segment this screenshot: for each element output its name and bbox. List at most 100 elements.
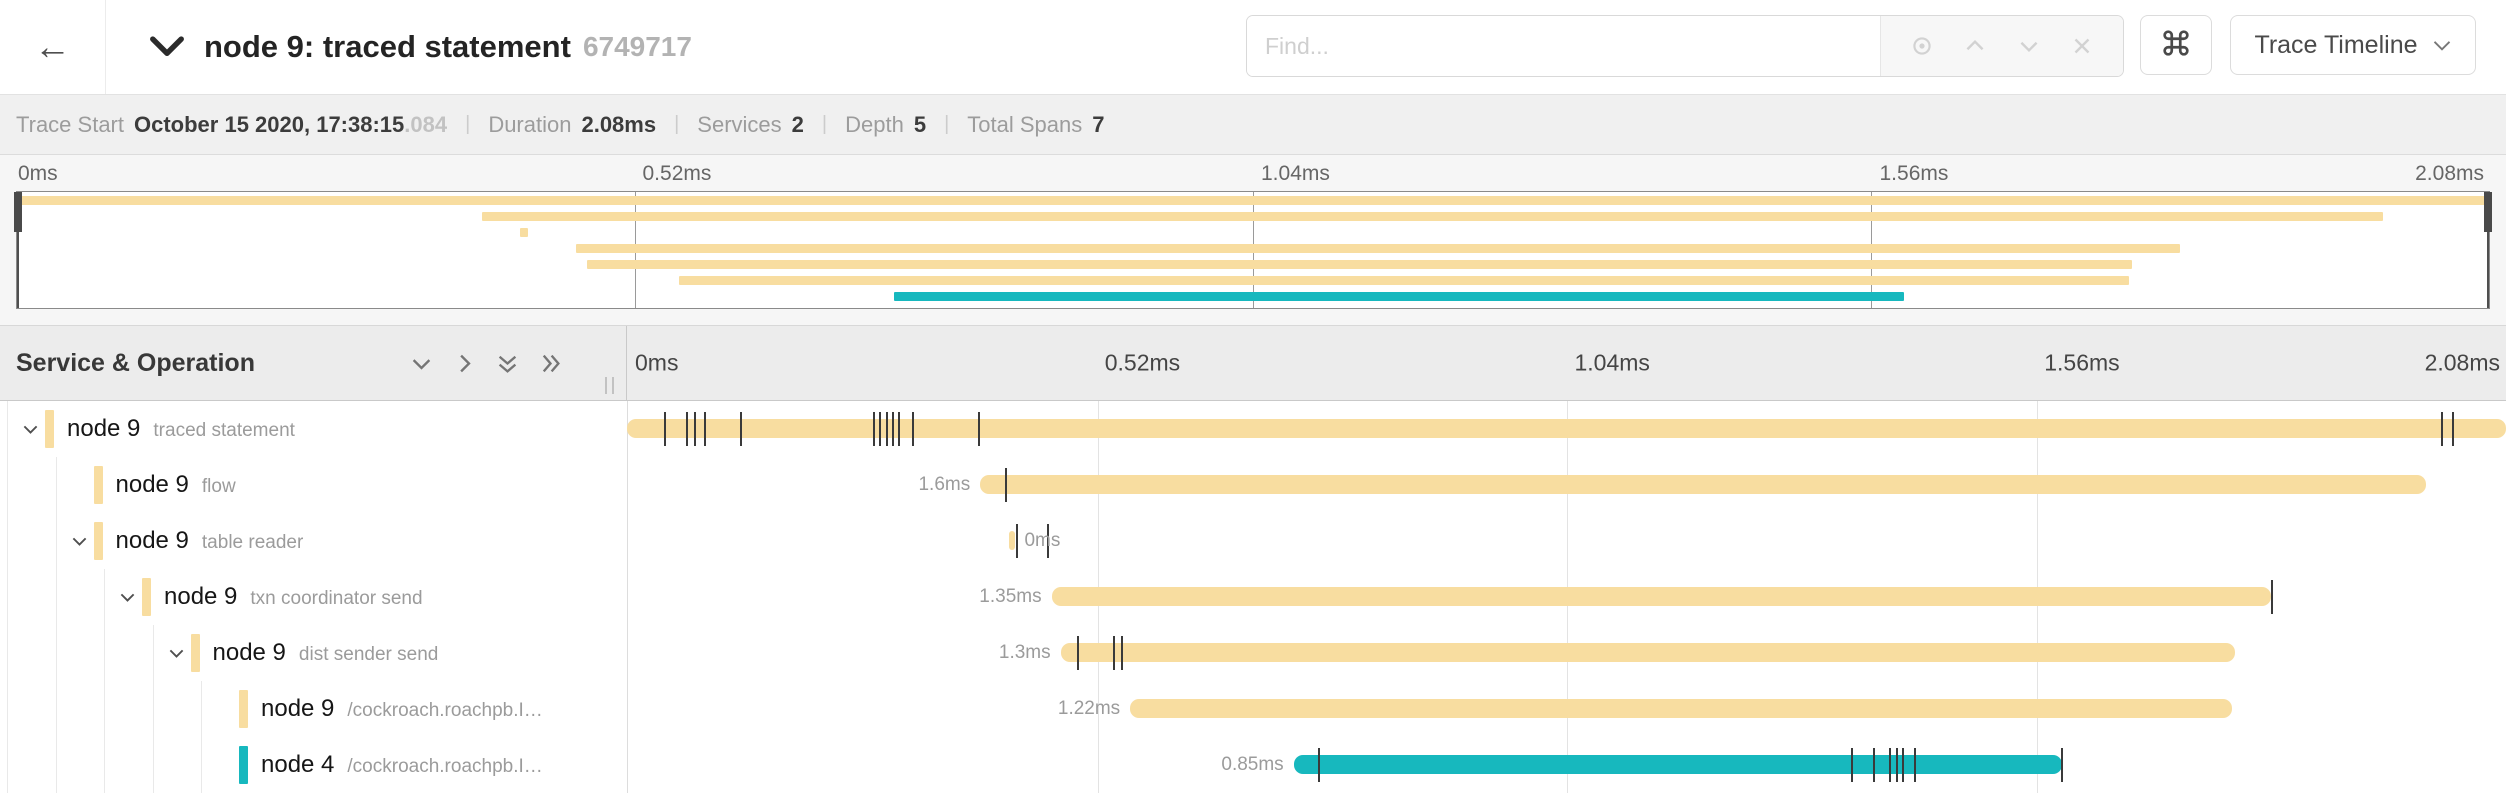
- service-name: node 4: [261, 751, 335, 778]
- back-button[interactable]: ←: [0, 0, 106, 94]
- span-row[interactable]: node 9/cockroach.roachpb.I… 1.22ms: [0, 681, 2506, 737]
- span-name-group[interactable]: node 9 table reader: [116, 527, 304, 555]
- indent-guide: [7, 513, 8, 569]
- keyboard-shortcuts-button[interactable]: [2140, 15, 2212, 75]
- page-title: node 9: traced statement: [204, 29, 571, 64]
- span-name-cell[interactable]: node 9 traced statement: [0, 401, 627, 457]
- log-marker-tick: [886, 412, 889, 446]
- trace-id: 6749717: [582, 31, 692, 62]
- span-name-cell[interactable]: node 9 table reader: [0, 513, 627, 569]
- span-name-cell[interactable]: node 9/cockroach.roachpb.I…: [0, 681, 627, 737]
- timeline-header-row: Service & Operation 0ms 0.52ms 1.04ms 1.56m…: [0, 325, 2506, 401]
- expand-all-icon[interactable]: [537, 350, 564, 377]
- collapse-one-icon[interactable]: [408, 350, 435, 377]
- axis-tick-label: 1.56ms: [2044, 349, 2120, 376]
- axis-tick-label: 0.52ms: [642, 162, 712, 185]
- span-row[interactable]: node 9 txn coordinator send 1.35ms: [0, 569, 2506, 625]
- minimap-scrubber-handle-right[interactable]: [2484, 192, 2492, 232]
- clear-search-icon[interactable]: [2069, 33, 2095, 59]
- log-marker-tick: [1317, 748, 1320, 782]
- minimap-span-bar: [519, 228, 529, 237]
- column-resizer-grip[interactable]: [605, 377, 614, 394]
- summary-separator: |: [944, 113, 950, 135]
- span-row[interactable]: node 9 table reader 0ms: [0, 513, 2506, 569]
- minimap-scrubber-left[interactable]: [17, 192, 19, 308]
- span-expander-chevron-icon[interactable]: [117, 587, 138, 608]
- log-marker-tick: [1901, 748, 1904, 782]
- log-marker-tick: [2271, 580, 2274, 614]
- locate-icon[interactable]: [1909, 33, 1935, 59]
- minimap-scrubber-right[interactable]: [2487, 192, 2489, 308]
- span-duration-label: 1.22ms: [1057, 698, 1121, 719]
- minimap-canvas[interactable]: [14, 191, 2492, 309]
- axis-tick-label: 1.04ms: [1261, 162, 1330, 185]
- indent-guide: [55, 681, 57, 737]
- span-expander-chevron-icon[interactable]: [166, 643, 187, 664]
- indent-guide: [201, 681, 202, 737]
- span-name-group[interactable]: node 9 flow: [116, 471, 236, 499]
- log-marker-tick: [2451, 412, 2454, 446]
- span-name-group[interactable]: node 4/cockroach.roachpb.I…: [261, 751, 543, 779]
- span-name-group[interactable]: node 9 txn coordinator send: [164, 583, 423, 611]
- trace-title-group[interactable]: node 9: traced statement 6749717: [148, 29, 692, 65]
- indent-guide: [104, 569, 105, 625]
- find-input[interactable]: [1247, 16, 1880, 76]
- indent-guide: [55, 569, 57, 625]
- span-name-cell[interactable]: node 9 txn coordinator send: [0, 569, 627, 625]
- indent-guide: [7, 681, 8, 737]
- operation-name: table reader: [201, 532, 304, 553]
- log-marker-tick: [2440, 412, 2443, 446]
- span-row[interactable]: node 9 traced statement: [0, 401, 2506, 457]
- indent-guide: [104, 625, 105, 681]
- top-bar: ← node 9: traced statement 6749717: [0, 0, 2506, 95]
- span-row[interactable]: node 9 flow 1.6ms: [0, 457, 2506, 513]
- span-timeline-cell: [627, 401, 2506, 457]
- indent-guide: [7, 625, 8, 681]
- indent-guide: [104, 681, 105, 737]
- log-marker-tick: [693, 412, 696, 446]
- span-name-cell[interactable]: node 4/cockroach.roachpb.I…: [0, 737, 627, 793]
- span-bar[interactable]: [1130, 699, 2233, 718]
- operation-name: /cockroach.roachpb.I…: [347, 756, 543, 777]
- span-name-cell[interactable]: node 9 flow: [0, 457, 627, 513]
- span-row[interactable]: node 4/cockroach.roachpb.I… 0.85ms: [0, 737, 2506, 793]
- span-name-group[interactable]: node 9/cockroach.roachpb.I…: [261, 695, 543, 723]
- minimap-span-bar: [481, 212, 2384, 221]
- span-bar[interactable]: [1293, 755, 2062, 774]
- log-marker-tick: [1896, 748, 1899, 782]
- span-name-cell[interactable]: node 9 dist sender send: [0, 625, 627, 681]
- view-dropdown-button[interactable]: Trace Timeline: [2230, 15, 2476, 75]
- minimap-span-bar: [678, 276, 2129, 285]
- expand-one-icon[interactable]: [451, 350, 478, 377]
- log-marker-tick: [1046, 524, 1049, 558]
- title-collapse-chevron-icon[interactable]: [148, 32, 190, 62]
- span-expander-chevron-icon[interactable]: [20, 419, 41, 440]
- span-row[interactable]: node 9 dist sender send 1.3ms: [0, 625, 2506, 681]
- axis-tick-label: 2.08ms: [2415, 162, 2484, 185]
- summary-item: Depth 5: [845, 112, 926, 138]
- span-bar[interactable]: [980, 475, 2426, 494]
- summary-value: 7: [1092, 111, 1105, 137]
- span-name-group[interactable]: node 9 dist sender send: [213, 639, 439, 667]
- summary-label: Total Spans: [967, 111, 1083, 137]
- span-duration-label: 1.35ms: [979, 586, 1042, 607]
- minimap-axis: 0ms 0.52ms 1.04ms 1.56ms 2.08ms: [16, 155, 2490, 191]
- collapse-all-icon[interactable]: [494, 350, 521, 377]
- minimap-scrubber-handle-left[interactable]: [14, 192, 22, 232]
- log-marker-tick: [703, 412, 706, 446]
- span-timeline-cell: 0.85ms: [627, 737, 2506, 793]
- span-bar[interactable]: [1009, 531, 1016, 550]
- log-marker-tick: [978, 412, 981, 446]
- log-marker-tick: [1121, 636, 1124, 670]
- axis-tick-label: 0ms: [18, 162, 58, 185]
- span-expander-chevron-icon[interactable]: [69, 531, 90, 552]
- span-bar[interactable]: [1060, 643, 2235, 662]
- service-operation-header: Service & Operation: [16, 348, 255, 377]
- span-name-group[interactable]: node 9 traced statement: [67, 415, 295, 443]
- prev-match-icon[interactable]: [1962, 33, 1988, 59]
- next-match-icon[interactable]: [2016, 33, 2042, 59]
- span-bar[interactable]: [1051, 587, 2272, 606]
- axis-tick-label: 0ms: [635, 349, 679, 376]
- summary-value: October 15 2020, 17:38:15: [134, 111, 405, 137]
- span-bar[interactable]: [627, 419, 2506, 438]
